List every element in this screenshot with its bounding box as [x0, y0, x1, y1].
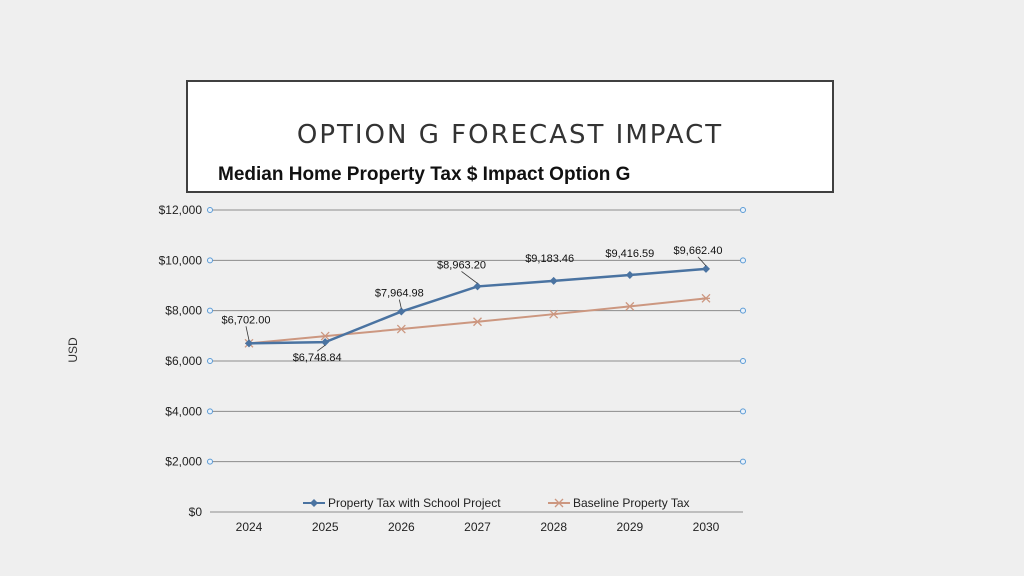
data-label-leader	[245, 326, 250, 341]
title-box: OPTION G FORECAST IMPACT Median Home Pro…	[186, 80, 834, 193]
data-point	[473, 317, 482, 327]
gridline-endpoint	[740, 207, 746, 213]
data-point	[549, 309, 559, 319]
data-point	[245, 339, 253, 348]
legend-label: Baseline Property Tax	[573, 496, 690, 510]
data-label-leader	[398, 299, 402, 309]
y-tick-label: $6,000	[165, 354, 202, 368]
x-tick-label: 2027	[464, 520, 491, 534]
gridline-endpoint	[207, 207, 213, 213]
data-point	[625, 301, 635, 311]
gridline-endpoint	[740, 458, 746, 465]
legend-marker	[554, 498, 564, 508]
x-tick-label: 2030	[693, 520, 720, 534]
x-tick-label: 2028	[540, 520, 567, 534]
gridline-endpoint	[207, 458, 213, 465]
data-label: $8,963.20	[437, 259, 486, 271]
data-label-leader	[316, 344, 326, 352]
data-point	[701, 293, 711, 303]
gridline-endpoint	[207, 408, 213, 415]
data-label: $9,662.40	[674, 245, 723, 257]
y-tick-label: $0	[189, 505, 203, 519]
x-tick-label: 2024	[236, 520, 263, 534]
data-point	[549, 276, 558, 285]
x-tick-label: 2025	[312, 520, 339, 534]
data-label: $6,748.84	[293, 352, 342, 364]
data-point	[321, 338, 330, 347]
x-tick-label: 2026	[388, 520, 415, 534]
data-point	[702, 264, 710, 273]
legend-label: Property Tax with School Project	[328, 496, 501, 510]
gridline-endpoint	[207, 358, 213, 364]
data-label: $6,702.00	[222, 314, 271, 326]
data-label: $9,416.59	[605, 248, 654, 260]
data-label-leader	[697, 256, 707, 267]
gridline-endpoint	[740, 307, 746, 314]
y-axis-label: USD	[66, 337, 80, 363]
y-tick-label: $2,000	[165, 455, 202, 469]
x-tick-label: 2029	[616, 520, 643, 534]
gridline-endpoint	[207, 257, 213, 264]
gridline-endpoint	[740, 257, 746, 264]
gridline-endpoint	[740, 358, 746, 364]
data-point	[625, 271, 634, 280]
data-label: $7,964.98	[375, 288, 424, 300]
gridline-endpoint	[207, 307, 213, 314]
data-point	[396, 324, 406, 334]
chart-title: Median Home Property Tax $ Impact Option…	[218, 164, 631, 185]
slide-title: OPTION G FORECAST IMPACT	[296, 120, 724, 150]
y-tick-label: $10,000	[159, 253, 203, 267]
y-tick-label: $12,000	[159, 203, 203, 217]
data-point	[397, 307, 406, 316]
data-point	[473, 282, 482, 291]
gridline-endpoint	[740, 408, 746, 415]
data-label: $9,183.46	[525, 253, 574, 265]
data-label-leader	[461, 271, 478, 284]
y-tick-label: $8,000	[165, 304, 202, 318]
legend-marker	[310, 499, 318, 507]
y-tick-label: $4,000	[165, 404, 202, 418]
data-point	[320, 331, 330, 341]
